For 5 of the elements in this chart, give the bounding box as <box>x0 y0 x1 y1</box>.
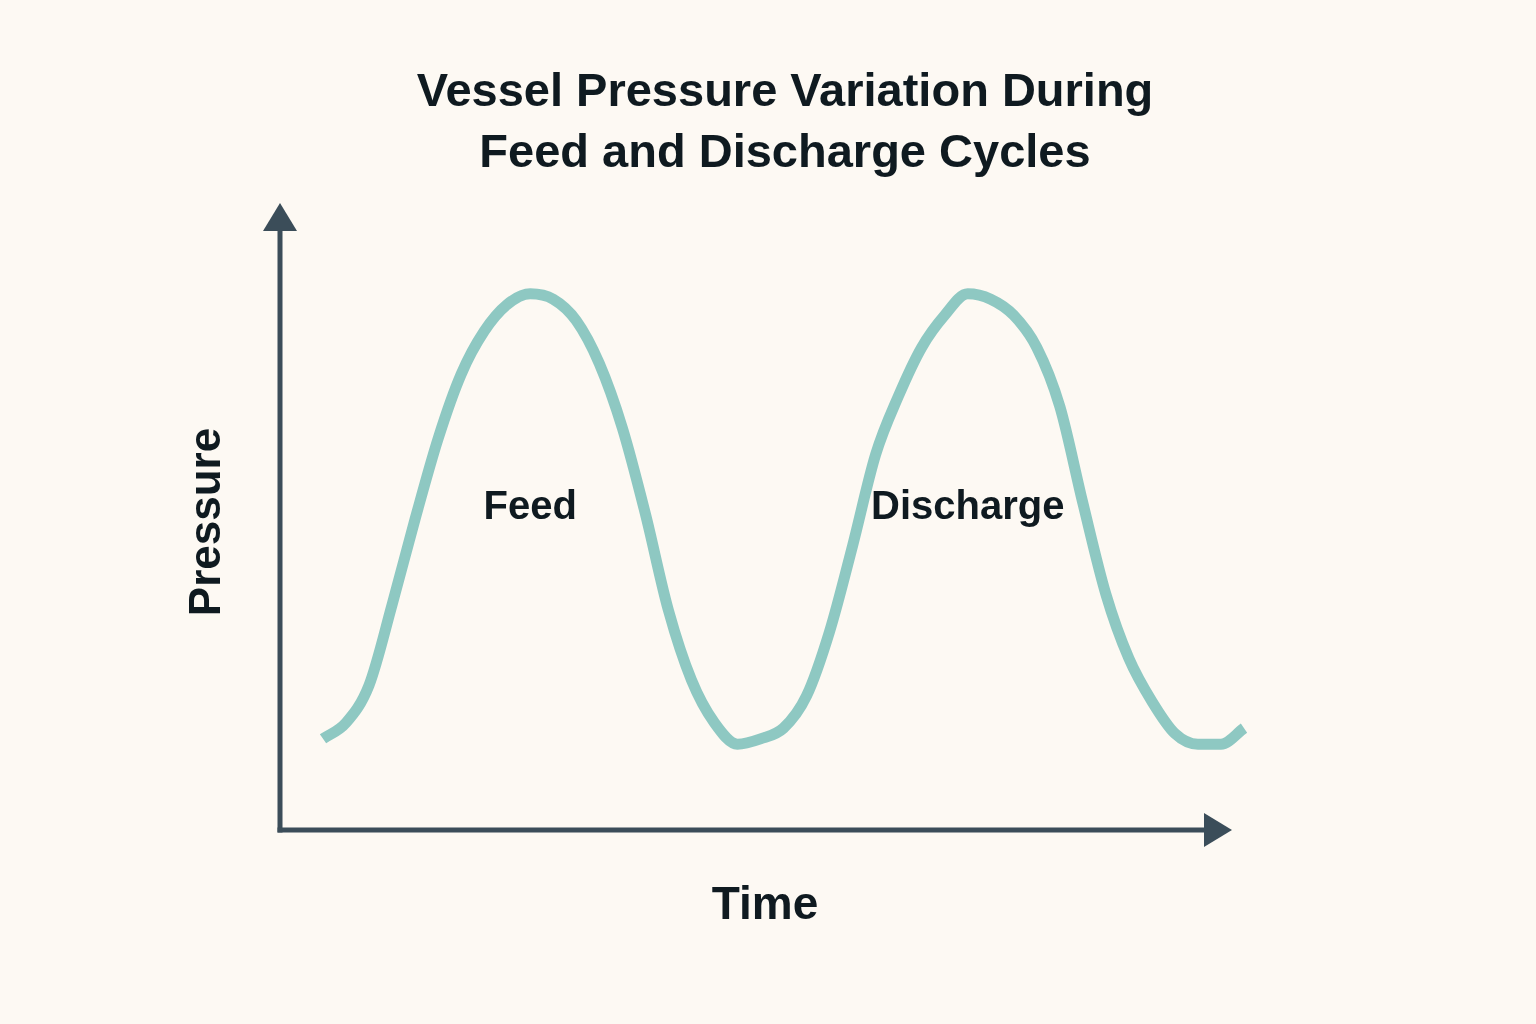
chart-title: Vessel Pressure Variation During Feed and Discharge Cycles <box>415 62 1155 179</box>
x-axis-title: Time <box>711 877 819 929</box>
annotation: Discharge <box>870 483 1065 528</box>
y-axis-title: Pressure <box>180 427 229 617</box>
annotation: Feed <box>483 483 577 528</box>
